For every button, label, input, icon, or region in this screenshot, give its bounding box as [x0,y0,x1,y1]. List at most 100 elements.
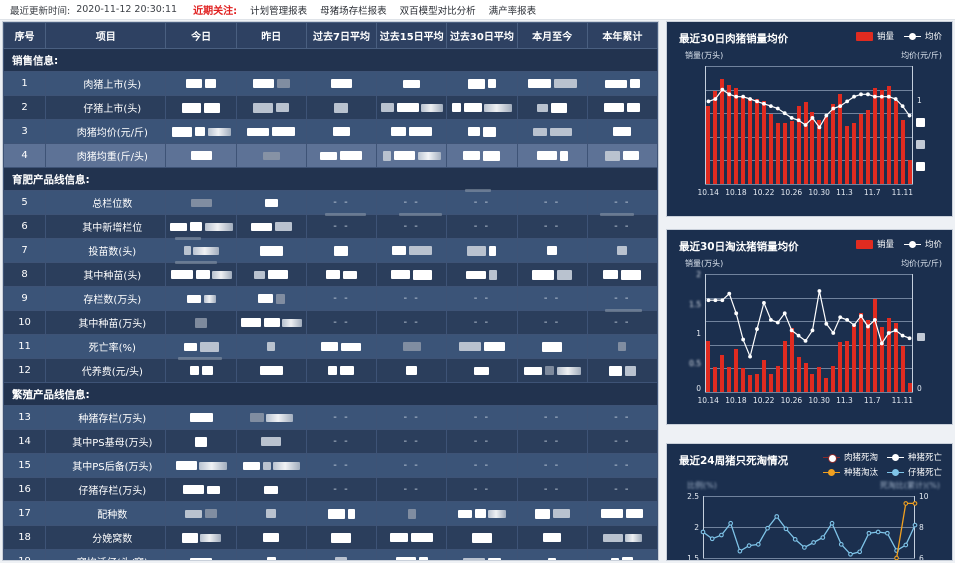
row-value-cell [165,237,237,263]
table-row[interactable]: 14 其中PS基母(万头) - - - - - - - - - - [3,429,658,454]
col-mtd[interactable]: 本月至今 [516,22,588,49]
line-swatch-icon [903,32,921,41]
row-value-cell: - - [586,190,658,215]
table-row[interactable]: 9 存栏数(万头) - - - - - - - - - - [3,286,658,311]
table-row[interactable]: 3 肉猪均价(元/斤) [3,119,658,144]
chart-yaxis-line [705,274,706,392]
row-value-cell [235,71,307,96]
row-value-cell [165,501,237,526]
table-row[interactable]: 12 代养费(元/头) [3,357,658,383]
row-value-cell [235,214,307,239]
chart-card-cull-sales[interactable]: 最近30日淘汰猪销量均价 销量 均价 销量(万头) 均价(元/斤) 10.14 1… [666,229,953,425]
empty-value-dash: - - [333,293,350,304]
recent-focus-label: 近期关注: [193,6,238,17]
chart-xtick: 10.18 [725,188,747,197]
chart2-ylabel-right: 均价(元/斤) [901,259,942,268]
table-row[interactable]: 7 投苗数(头) [3,237,658,263]
chart2-legend-price[interactable]: 均价 [903,238,942,250]
table-row[interactable]: 10 其中种苗(万头) - - - - - - - - - - [3,309,658,335]
link-model-compare[interactable]: 双百模型对比分析 [399,5,476,17]
col-avg30[interactable]: 过去30日平均 [446,22,518,49]
line-swatch-icon [886,468,904,477]
chart3-legend-piglet-death[interactable]: 仔猪死亡 [886,466,942,478]
chart3-legend-fattening-cull[interactable]: 肉猪死淘 [822,451,878,463]
chart-bar [768,373,773,392]
table-row[interactable]: 8 其中种苗(头) [3,261,658,287]
chart-bar [845,340,850,392]
empty-value-dash: - - [333,197,350,208]
row-index: 19 [3,549,47,560]
chart3-legend-breeder-death[interactable]: 种猪死亡 [886,451,942,463]
table-row[interactable]: 1 肉猪上市(头) [3,71,658,96]
row-value-cell [235,405,307,430]
row-value-cell [586,238,658,263]
table-row[interactable]: 4 肉猪均重(斤/头) [3,143,658,168]
chart-xtick: 11.7 [863,188,881,197]
row-value-cell [586,71,658,96]
chart-card-mortality[interactable]: 最近24周猪只死淘情况 肉猪死淘 种猪死亡 种猪淘汰 [666,443,953,561]
table-row[interactable]: 5 总栏位数 - - - - - - - - - - [3,189,658,215]
chart-bar [761,359,766,392]
empty-value-dash: - - [614,436,631,447]
table-row[interactable]: 11 死亡率(%) [3,334,658,359]
row-value-cell: - - [305,477,378,502]
chart-bar [748,375,753,392]
chart-line-overlay [706,87,912,130]
empty-value-dash: - - [543,412,561,423]
table-row[interactable]: 2 仔猪上市(头) [3,95,658,120]
col-avg7[interactable]: 过去7日平均 [305,22,378,49]
row-value-cell: - - [586,477,658,502]
row-value-cell [446,71,518,96]
table-row[interactable]: 6 其中新增栏位 - - - - - - - - - - [3,213,658,239]
chart1-legend-volume[interactable]: 销量 [855,30,894,42]
chart-card-fattening-sales[interactable]: 最近30日肉猪销量均价 销量 均价 销量(万头) 均价(元/斤) 10.14 10… [666,21,953,217]
row-value-cell: - - [446,310,518,335]
chart-bar [810,374,815,392]
col-yesterday[interactable]: 昨日 [235,22,307,49]
link-capacity-report[interactable]: 满产率报表 [488,5,537,17]
col-item[interactable]: 项目 [45,22,167,49]
chart3-legend-piglet-death-label: 仔猪死亡 [907,468,942,478]
table-row[interactable]: 18 分娩窝数 [3,525,658,550]
row-value-cell [235,262,307,287]
empty-value-dash: - - [403,412,420,423]
chart3-ylabel-left: 比例(%) [687,481,717,490]
row-value-cell: - - [376,453,448,478]
chart-gridline [703,527,915,528]
chart-bar [831,103,836,184]
row-index: 1 [3,71,47,96]
chart3-legend-breeder-cull[interactable]: 种猪淘汰 [822,466,878,478]
row-value-cell: - - [516,405,588,430]
chart2-legend-volume[interactable]: 销量 [855,238,894,250]
chart1-legend-price[interactable]: 均价 [903,30,942,42]
line-swatch-icon [903,240,921,249]
chart2-ytick-left: 1 [696,329,701,338]
table-row[interactable]: 16 仔猪存栏(万头) - - - - - - - - - - [3,477,658,502]
col-ytd[interactable]: 本年累计 [586,22,658,49]
metrics-table-panel[interactable]: 序号 项目 今日 昨日 过去7日平均 过去15日平均 过去30日平均 本月至今 … [2,21,659,561]
chart-bar [741,368,746,392]
row-value-cell [446,143,518,168]
col-avg15[interactable]: 过去15日平均 [376,22,448,49]
chart3-title: 最近24周猪只死淘情况 [679,455,789,467]
col-today[interactable]: 今日 [165,22,237,49]
chart-bar [838,341,843,392]
link-plan-report[interactable]: 计划管理报表 [250,5,308,17]
table-row[interactable]: 17 配种数 [3,501,658,526]
chart1-legend: 销量 均价 [855,30,942,42]
table-row[interactable]: 19窝均活仔(头/窝) [3,549,658,560]
link-sow-farm-report[interactable]: 母猪场存栏报表 [320,5,387,17]
row-value-cell [376,238,448,263]
overlay-smudge [464,189,491,192]
row-index: 7 [3,238,47,263]
chart2-ytick-left: 0.5 [689,358,701,368]
row-value-cell [235,334,307,359]
empty-value-dash: - - [333,460,350,471]
col-index[interactable]: 序号 [3,22,47,49]
chart2-plot [705,274,913,393]
row-item-name: 其中种苗(万头) [45,310,167,335]
chart2-ytick-left: 0 [696,384,701,393]
table-row[interactable]: 15 其中PS后备(万头) - - - - - - - - - - [3,453,658,478]
chart-bar [838,94,843,184]
table-row[interactable]: 13 种猪存栏(万头) - - - - - - - - - - [3,405,658,430]
